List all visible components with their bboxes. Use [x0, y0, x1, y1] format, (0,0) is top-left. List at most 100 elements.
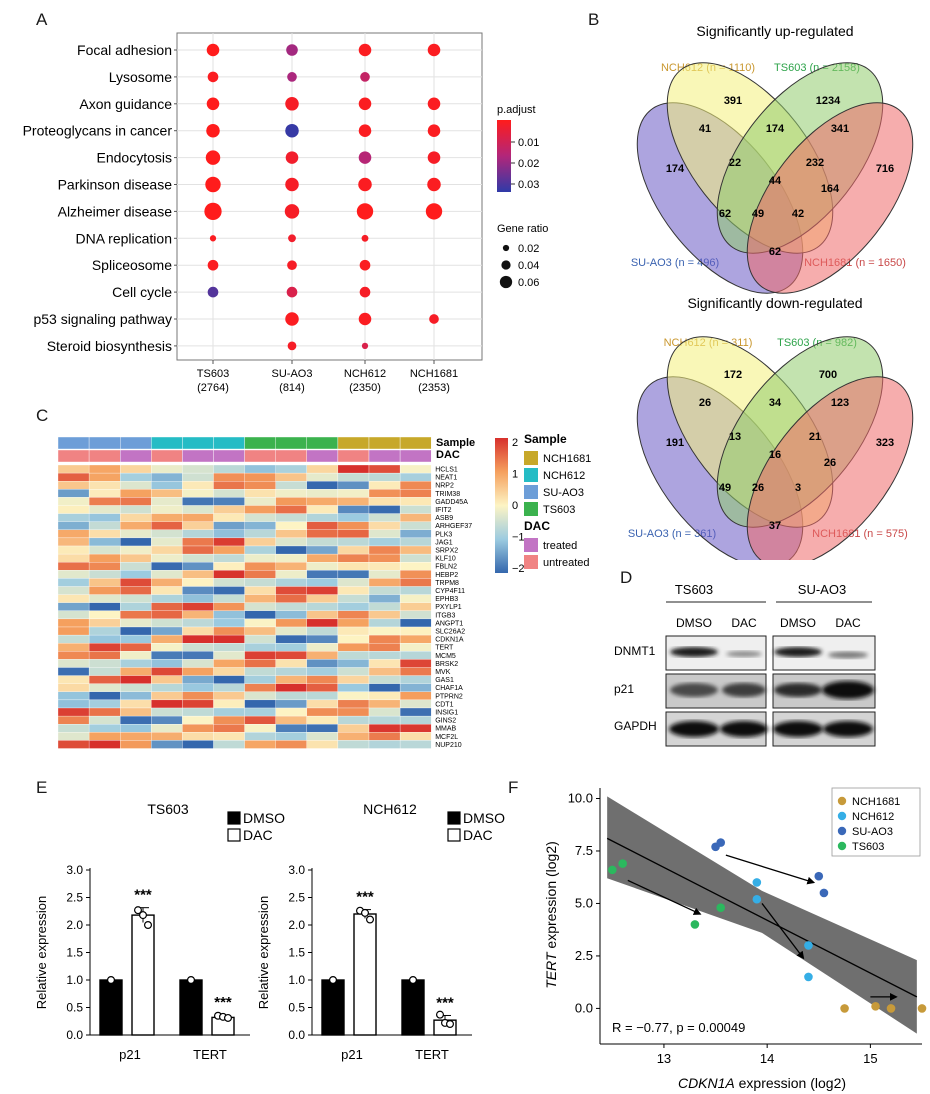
heatmap-cell-24-10 [368, 659, 401, 668]
venn-down-count-3: 323 [876, 437, 894, 449]
heatmap-cell-18-4 [182, 610, 214, 620]
heatmap-cell-27-0 [57, 683, 90, 692]
pathway-label-focal-adhesion: Focal adhesion [77, 42, 172, 58]
gene-label-asb9: ASB9 [435, 515, 453, 522]
dotplot-frame [176, 32, 483, 361]
gene-label-gadd45a: GADD45A [435, 499, 468, 506]
dot-parkinson-disease-su-ao3 [285, 177, 299, 192]
dot-parkinson-disease-ts603 [205, 176, 221, 193]
heatmap-cell-21-3 [151, 634, 183, 644]
heatmap-cell-14-7 [275, 578, 307, 587]
heatmap-cell-18-8 [306, 610, 339, 620]
panel-letter-e: E [36, 778, 48, 797]
heatmap-cell-6-10 [368, 513, 401, 522]
venn-up-count-5: 174 [766, 123, 785, 135]
pathway-label-spliceosome: Spliceosome [92, 257, 172, 273]
bar-legend-swatch-ts603-dac [227, 828, 241, 842]
heatmap-cell-9-8 [306, 537, 339, 547]
padj-colorbar [497, 120, 511, 192]
heatmap-cell-8-10 [368, 529, 401, 539]
heatmap-cell-9-0 [57, 537, 90, 547]
bar-ts603-tert-dmso [179, 979, 203, 1036]
gene-label-cyp4f11: CYP4F11 [435, 588, 465, 595]
gene-label-trpm8: TRPM8 [435, 580, 459, 587]
heatmap-cell-11-0 [57, 553, 90, 563]
heatmap-cell-15-4 [182, 586, 214, 595]
heatmap-cell-23-8 [306, 651, 339, 660]
venn-down-count-9: 16 [769, 449, 781, 461]
heatmap-cell-8-8 [306, 529, 339, 539]
heatmap-cell-19-10 [368, 618, 401, 628]
heatmap-cell-32-4 [182, 724, 214, 733]
bar-legend-swatch-nch612-dmso [447, 811, 461, 825]
heatmap-cell-7-3 [151, 521, 183, 530]
bar-ts603-p21-dac [131, 914, 155, 1036]
heatmap-cell-24-4 [182, 659, 214, 668]
gene-label-nrp2: NRP2 [435, 483, 454, 490]
heatmap-cell-32-2 [120, 724, 152, 733]
bar-category-ts603-p21: p21 [119, 1047, 141, 1062]
dot-alzheimer-disease-nch1681 [425, 203, 443, 220]
dot-steroid-biosynthesis-su-ao3 [287, 341, 297, 351]
heatmap-cell-17-6 [244, 602, 276, 611]
heatmap-cell-31-8 [306, 715, 339, 725]
heatmap-cell-21-5 [213, 634, 245, 644]
venn-up-count-3: 716 [876, 163, 894, 175]
heatmap-cell-25-0 [57, 667, 90, 676]
heatmap-cell-13-7 [275, 570, 307, 579]
heatmap-cell-5-4 [182, 505, 214, 514]
heatmap-cell-33-5 [213, 732, 245, 741]
heatmap-cell-0-7 [275, 464, 307, 474]
heatmap-cell-32-8 [306, 724, 339, 733]
heatmap-cell-31-7 [275, 715, 307, 725]
heatmap-dac-annotation-label: DAC [436, 449, 460, 461]
scatter-plot: 0.0 2.5 5.0 7.5 10.0 13 14 15 CDKN1A expression … [543, 787, 927, 1091]
heatmap-cell-5-11 [399, 505, 432, 514]
bar-ytick-label-nch612-3: 1.5 [288, 946, 305, 960]
dot-lysosome-su-ao3 [287, 72, 297, 82]
bar-legend-label-nch612-dmso: DMSO [463, 810, 505, 826]
heatmap-cell-10-1 [88, 545, 121, 555]
heatmap-cell-24-9 [337, 659, 370, 668]
heatmap-cell-5-7 [275, 505, 307, 514]
heatmap-cell-28-11 [399, 691, 432, 701]
heatmap-cell-0-8 [306, 464, 339, 474]
heatmap-cell-12-0 [57, 562, 90, 571]
heatmap-cell-26-5 [213, 675, 245, 684]
heatmap-cell-6-11 [399, 513, 432, 522]
ratio-legend-dot-2 [499, 275, 513, 289]
heatmap-cell-29-9 [337, 699, 370, 709]
heatmap-cell-12-10 [368, 562, 401, 571]
heatmap-cell-18-2 [120, 610, 152, 620]
heatmap-cell-10-11 [399, 545, 432, 555]
heatmap-cell-6-0 [57, 513, 90, 522]
scatter-legend-label-ts603: TS603 [852, 841, 884, 853]
scatter-ytick-label-3: 7.5 [575, 843, 593, 858]
heatmap-cell-22-7 [275, 643, 307, 652]
heatmap-cell-23-10 [368, 651, 401, 660]
heatmap-cell-0-4 [182, 464, 214, 474]
panel-letter-b: B [588, 10, 600, 29]
heatmap-gene-labels: HCLS1NEAT1NRP2TRIM38GADD45AIFIT2ASB9ARHG… [435, 467, 472, 749]
heatmap-cell-13-11 [399, 570, 432, 579]
heatmap-cell-15-2 [120, 586, 152, 595]
heatmap-cell-28-10 [368, 691, 401, 701]
dot-endocytosis-nch1681 [427, 151, 441, 164]
heatmap-cell-19-1 [88, 618, 121, 628]
heatmap-cell-12-6 [244, 562, 276, 571]
scatter-point-nch1681-1 [871, 1002, 880, 1011]
heatmap-cell-5-1 [88, 505, 121, 514]
heatmap-cell-30-2 [120, 707, 152, 717]
heatmap-cell-24-3 [151, 659, 183, 668]
heatmap-cell-9-7 [275, 537, 307, 547]
heatmap-cell-34-4 [182, 740, 214, 749]
scatter-point-nch612-1 [752, 894, 762, 904]
sample-legend-label-ts603: TS603 [543, 504, 575, 516]
annot-dac-8 [306, 449, 339, 463]
bar-legend-swatch-nch612-dac [447, 828, 461, 842]
heatmap-cell-27-5 [213, 683, 245, 692]
heatmap-cell-4-11 [399, 497, 432, 506]
heatmap-cell-17-9 [337, 602, 370, 611]
heatmap-cell-10-5 [213, 545, 245, 555]
heatmap-cell-17-5 [213, 602, 245, 611]
